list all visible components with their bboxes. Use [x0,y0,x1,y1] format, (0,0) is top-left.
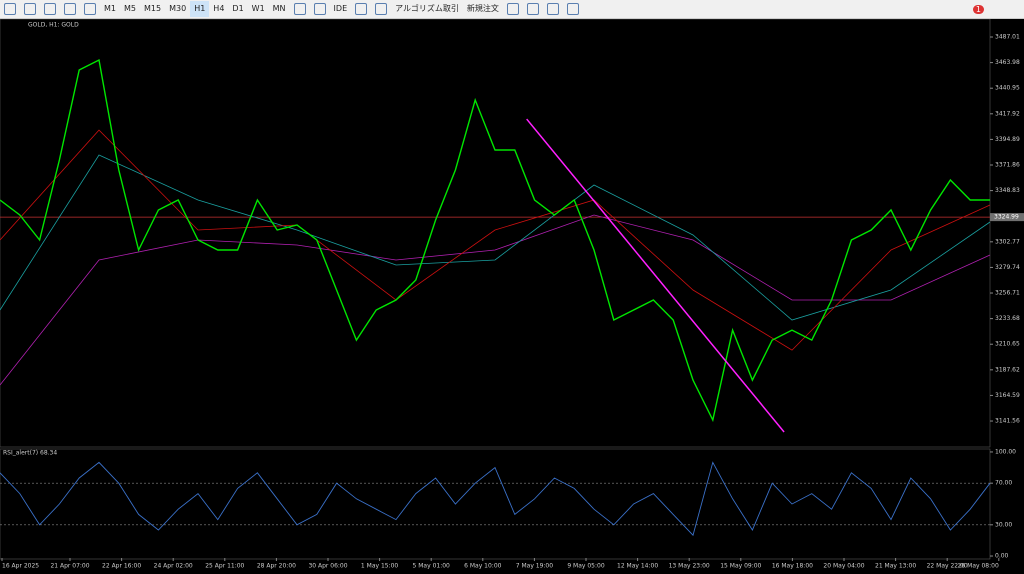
y-tick-label: 3417.92 [995,110,1020,117]
x-tick-label: 16 Apr 2025 [2,563,39,570]
x-tick-label: 9 May 05:00 [567,563,605,570]
x-tick-label: 12 May 14:00 [617,563,658,570]
price-line [0,58,990,423]
chart-title: GOLD, H1: GOLD [28,22,79,29]
grid-toggle[interactable] [546,3,559,15]
timeframe-button[interactable]: H1 [190,1,210,17]
current-price-box [990,213,1024,222]
x-tick-label: 6 May 10:00 [464,563,502,570]
chart-type[interactable] [293,3,306,15]
vps[interactable] [375,3,388,15]
timeframe-button[interactable]: M5 [124,4,136,13]
screenshot[interactable] [566,3,579,15]
x-tick-label: 15 May 09:00 [720,563,761,570]
chart: GOLD, H1: GOLD 3487.01 3463.98 3440.95 3417.… [0,19,1024,570]
y-tick-label: 3302.77 [995,238,1020,245]
notification-badge[interactable]: 1 [972,4,984,14]
crosshair[interactable] [24,3,36,15]
x-tick-label: 21 May 13:00 [875,563,916,570]
timeframe-button[interactable]: M1 [104,4,116,13]
moving-average [0,129,991,351]
y-tick-label: 3371.86 [995,162,1020,169]
y-tick-label: 3348.83 [995,187,1020,194]
rsi-tick-label: 0.00 [995,553,1009,560]
x-tick-label: 21 Apr 07:00 [50,563,89,570]
timeframe-button[interactable]: D1 [232,4,244,13]
cursor[interactable] [4,3,16,15]
rsi-tick-label: 30.00 [995,521,1012,528]
y-tick-label: 3210.65 [995,341,1020,348]
rsi-line [0,461,991,537]
ide-button[interactable]: IDE [333,4,348,13]
zoom-out[interactable] [526,3,539,15]
y-tick-label: 3187.62 [995,366,1020,373]
x-tick-label: 26 May 08:00 [958,563,999,570]
rsi-title: RSI_alert(7) 68.34 [3,450,57,457]
x-tick-label: 30 Apr 06:00 [308,563,347,570]
y-tick-label: 3233.68 [995,315,1020,322]
x-tick-label: 13 May 23:00 [669,563,710,570]
moving-average [0,214,991,386]
timeframe-button[interactable]: H4 [213,4,225,13]
x-tick-label: 25 Apr 11:00 [205,563,244,570]
x-tick-label: 28 Apr 20:00 [257,563,296,570]
current-price-label: 3324.99 [994,214,1019,221]
signals[interactable] [355,3,368,15]
y-tick-label: 3394.89 [995,136,1020,143]
x-tick-label: 16 May 18:00 [772,563,813,570]
rsi-pane [0,448,991,560]
trend-tool[interactable] [64,3,76,15]
rsi-tick-label: 70.00 [995,480,1012,487]
rsi-tick-label: 100.00 [995,448,1016,455]
zoom-in[interactable] [506,3,519,15]
x-tick-label: 1 May 15:00 [361,563,399,570]
algo-button[interactable]: アルゴリズム取引 [395,4,459,13]
x-tick-label: 22 Apr 16:00 [102,563,141,570]
x-tick-label: 22 May 22:00 [927,563,968,570]
y-tick-label: 3440.95 [995,85,1020,92]
indicators[interactable] [313,3,326,15]
y-tick-label: 3256.71 [995,290,1020,297]
timeframe-button[interactable]: W1 [251,4,265,13]
x-tick-label: 20 May 04:00 [823,563,864,570]
price-pane [0,19,991,448]
timeframe-button[interactable]: M15 [144,4,162,13]
line-tool[interactable] [44,3,56,15]
trendline [526,118,785,433]
timeframe-button[interactable]: M30 [169,4,187,13]
order-button[interactable]: 新規注文 [466,4,499,13]
y-tick-label: 3279.74 [995,264,1020,271]
x-tick-label: 24 Apr 02:00 [154,563,193,570]
moving-average [0,154,991,321]
x-tick-label: 7 May 19:00 [516,563,554,570]
y-tick-label: 3141.56 [995,418,1020,425]
x-tick-label: 5 May 01:00 [413,563,451,570]
y-tick-label: 3487.01 [995,33,1020,40]
timeframe-button[interactable]: MN [272,4,286,13]
timeframes: M1 M5 M15 M30 H1 H4 D1 W1 MN [100,1,290,17]
toolbar: M1 M5 M15 M30 H1 H4 D1 W1 MN IDE アルゴリズム取引 新規注文 1 [0,0,1024,19]
y-tick-label: 3164.59 [995,392,1020,399]
y-tick-label: 3463.98 [995,59,1020,66]
text-tool[interactable] [84,3,96,15]
